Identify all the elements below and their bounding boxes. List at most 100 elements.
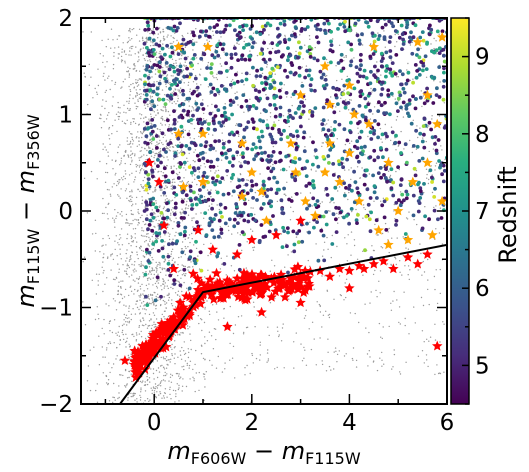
galaxy-point [394,200,399,205]
galaxy-point [210,206,215,211]
background-source-point [186,364,188,366]
background-source-point [134,102,136,104]
galaxy-point [268,199,273,204]
galaxy-point [418,95,423,100]
galaxy-point [240,53,245,58]
background-source-point [251,230,254,232]
background-source-point [128,322,130,324]
background-source-point [249,98,251,101]
background-source-point [104,146,106,148]
background-source-point [223,317,225,319]
background-source-point [125,218,128,221]
background-source-point [142,255,144,257]
background-source-point [343,355,346,357]
background-source-point [99,160,101,163]
galaxy-point [343,105,348,110]
background-source-point [196,41,198,43]
background-source-point [178,333,181,336]
background-source-point [121,48,123,50]
background-source-point [169,388,171,391]
background-source-point [170,165,172,168]
background-source-point [96,178,98,180]
background-source-point [166,186,168,189]
background-source-point [115,332,117,334]
background-source-point [409,269,411,271]
galaxy-point [335,86,339,91]
galaxy-point [297,73,302,78]
galaxy-point [193,143,198,148]
background-source-point [176,100,179,102]
background-source-point [163,187,166,190]
galaxy-point [221,30,226,34]
background-source-point [425,354,428,356]
background-source-point [179,211,181,213]
galaxy-point [182,74,187,79]
background-source-point [128,317,130,319]
background-source-point [150,294,152,296]
galaxy-point [362,173,367,178]
background-source-point [178,270,181,272]
background-source-point [94,318,97,321]
background-source-point [309,38,311,40]
background-source-point [158,371,161,373]
background-source-point [140,156,142,159]
background-source-point [163,195,165,197]
galaxy-point [203,77,208,81]
background-source-point [126,383,128,385]
background-source-point [118,396,120,399]
galaxy-point [264,109,268,114]
background-source-point [321,201,323,203]
background-source-point [130,285,132,287]
background-source-point [204,306,206,309]
background-source-point [163,287,165,289]
background-source-point [243,184,245,187]
background-source-point [111,80,113,82]
galaxy-point [437,51,442,55]
background-source-point [133,28,135,30]
background-source-point [333,368,335,370]
galaxy-point [209,90,214,94]
background-source-point [162,74,164,76]
background-source-point [178,387,180,389]
background-source-point [130,198,132,201]
background-source-point [145,159,147,161]
background-source-point [223,125,226,128]
background-source-point [213,328,216,330]
galaxy-point [176,52,181,56]
background-source-point [148,266,151,268]
background-source-point [129,108,131,110]
red-star-marker [422,248,433,259]
galaxy-point [203,211,208,216]
background-source-point [166,70,168,73]
background-source-point [157,282,160,284]
galaxy-point [233,211,238,215]
background-source-point [181,346,183,349]
galaxy-point [337,206,341,211]
galaxy-point [232,46,237,50]
background-source-point [153,390,156,392]
background-source-point [117,111,120,113]
galaxy-point [332,127,337,132]
background-source-point [174,390,177,392]
background-source-point [154,282,157,285]
background-source-point [151,76,153,78]
galaxy-point [264,82,269,86]
background-source-point [389,174,392,177]
background-source-point [384,222,387,225]
background-source-point [153,392,156,394]
background-source-point [375,289,377,292]
galaxy-point [155,63,160,68]
background-source-point [182,378,184,380]
galaxy-point [307,73,311,78]
background-source-point [153,116,155,119]
galaxy-point [268,74,273,79]
background-source-point [259,359,261,361]
background-source-point [174,306,177,308]
background-source-point [172,389,175,392]
background-source-point [162,118,164,120]
background-source-point [149,95,152,97]
galaxy-point [209,143,213,148]
galaxy-point [382,199,387,204]
background-source-point [165,367,168,369]
